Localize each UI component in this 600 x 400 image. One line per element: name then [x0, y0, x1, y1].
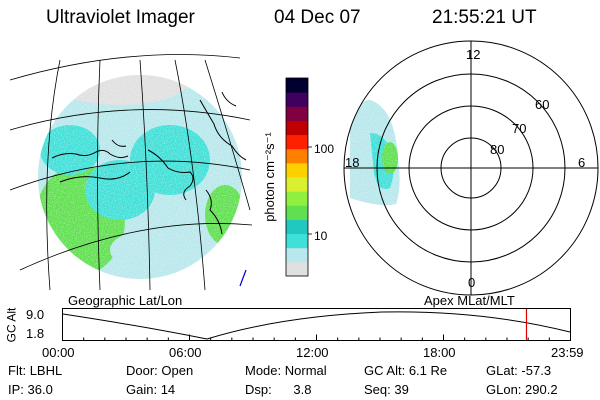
status-glat: GLat: -57.3 [486, 363, 552, 378]
time-label: 21:55:21 UT [432, 7, 537, 28]
timeline-ylabel: GC Alt [4, 307, 19, 343]
status-gain: Gain: 14 [126, 382, 176, 397]
mlt-label-6: 6 [578, 155, 586, 170]
mlt-label-18: 18 [345, 155, 360, 170]
timeline-xtick-0: 00:00 [42, 345, 75, 360]
altitude-curve [62, 311, 571, 340]
colorbar-band [286, 106, 308, 121]
mlat-label-60: 60 [535, 97, 550, 112]
status-dsp: Dsp: 3.8 [245, 382, 312, 397]
polar-mlt-panel [343, 40, 599, 296]
colorbar-band [286, 92, 308, 107]
status-gc-alt: GC Alt: 6.1 Re [364, 363, 448, 378]
colorbar-band [286, 233, 308, 249]
colorbar-band [286, 191, 308, 206]
colorbar-tick-10: 10 [314, 229, 328, 243]
mlat-label-70: 70 [512, 121, 527, 136]
timeline-ytick-bottom: 1.8 [26, 326, 45, 341]
status-ip: IP: 36.0 [8, 382, 53, 397]
mlt-label-12: 12 [466, 47, 481, 62]
geo-panel-label: Geographic Lat/Lon [68, 293, 183, 308]
timeline-xtick-2: 12:00 [296, 345, 329, 360]
colorbar-bands [286, 78, 308, 277]
colorbar-band [286, 219, 308, 235]
date-label: 04 Dec 07 [274, 7, 361, 28]
mlt-label-0: 0 [468, 275, 476, 290]
colorbar-band [286, 148, 308, 164]
timeline-xtick-4: 23:59 [551, 345, 584, 360]
colorbar-band [286, 78, 308, 93]
sun-direction-marker [239, 269, 247, 287]
timeline-ticks [62, 334, 571, 341]
polar-panel-label: Apex MLat/MLT [424, 293, 515, 308]
altitude-timeline [62, 308, 571, 341]
colorbar-band [286, 120, 308, 136]
timeline-ytick-top: 9.0 [26, 307, 45, 322]
status-glon: GLon: 290.2 [486, 382, 558, 397]
colorbar-band [286, 205, 308, 220]
status-door: Door: Open [126, 363, 194, 378]
colorbar-band [286, 162, 308, 178]
colorbar-band [286, 177, 308, 192]
timeline-xtick-3: 18:00 [423, 345, 456, 360]
coastlines [51, 91, 247, 235]
colorbar-band [286, 247, 308, 263]
colorbar-frame [285, 77, 309, 277]
colorbar-unit-label: photon cm⁻²s⁻¹ [262, 132, 277, 222]
mlat-label-80: 80 [490, 142, 505, 157]
colorbar-band [286, 134, 308, 150]
auroral-emission-image [38, 75, 242, 279]
geographic-image-panel [9, 54, 253, 291]
status-filter: Flt: LBHL [8, 363, 63, 378]
mlt-meridians [344, 41, 598, 295]
lat-lon-grid [9, 54, 253, 291]
status-mode: Mode: Normal [245, 363, 327, 378]
status-seq: Seq: 39 [364, 382, 409, 397]
timeline-xtick-1: 06:00 [169, 345, 202, 360]
instrument-title: Ultraviolet Imager [46, 7, 195, 28]
colorbar-tick-100: 100 [314, 142, 335, 156]
colorbar-band [286, 261, 308, 277]
colorbar [285, 77, 312, 277]
